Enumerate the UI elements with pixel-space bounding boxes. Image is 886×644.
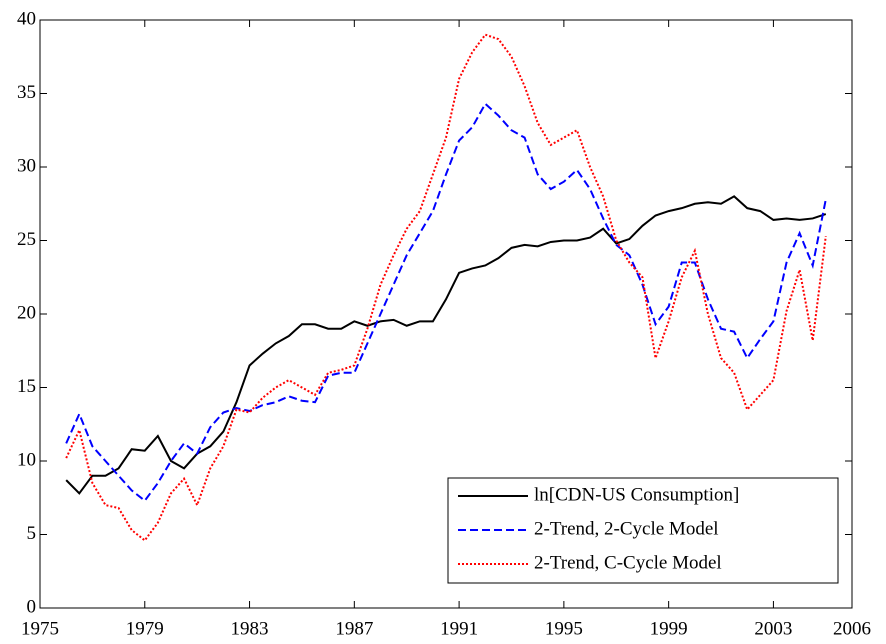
y-tick-label: 0: [27, 596, 37, 617]
x-tick-label: 2006: [833, 618, 871, 639]
y-tick-label: 35: [17, 82, 36, 103]
x-tick-label: 1979: [126, 618, 164, 639]
y-tick-label: 30: [17, 155, 36, 176]
legend: ln[CDN-US Consumption] 2-Trend, 2-Cycle M…: [447, 477, 839, 584]
x-tick-label: 1999: [650, 618, 688, 639]
y-tick-label: 5: [27, 523, 37, 544]
x-tick-label: 1991: [440, 618, 478, 639]
y-tick-label: 40: [17, 8, 36, 29]
x-tick-label: 1995: [545, 618, 583, 639]
y-tick-label: 10: [17, 449, 36, 470]
y-tick-label: 15: [17, 376, 36, 397]
x-tick-label: 1987: [335, 618, 373, 639]
y-tick-label: 20: [17, 302, 36, 323]
x-tick-label: 1975: [21, 618, 59, 639]
legend-label: ln[CDN-US Consumption]: [534, 484, 739, 505]
legend-label: 2-Trend, 2-Cycle Model: [534, 518, 719, 539]
x-tick-label: 1983: [231, 618, 269, 639]
series-line: [65, 33, 827, 542]
legend-label: 2-Trend, C-Cycle Model: [534, 552, 722, 573]
series-line: [65, 195, 827, 495]
x-tick-label: 2003: [754, 618, 792, 639]
y-tick-label: 25: [17, 229, 36, 250]
